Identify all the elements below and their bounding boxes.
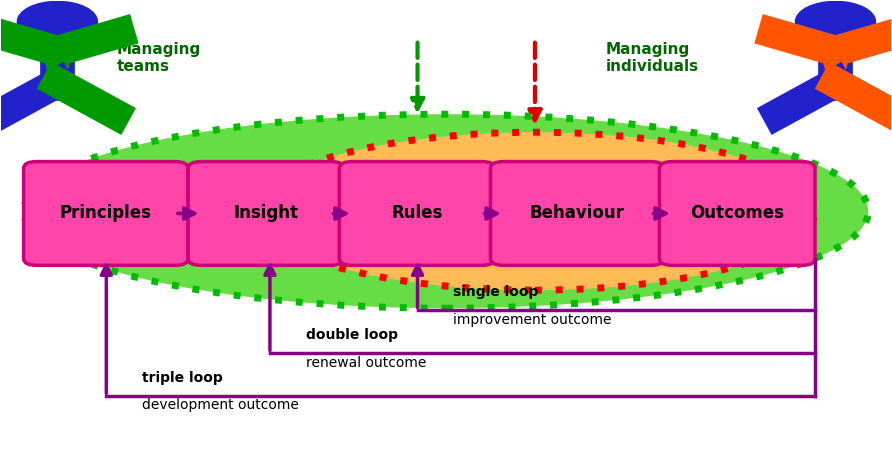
Text: Managing
teams: Managing teams xyxy=(117,42,202,74)
Text: Outcomes: Outcomes xyxy=(690,204,784,222)
Text: renewal outcome: renewal outcome xyxy=(305,355,425,370)
FancyBboxPatch shape xyxy=(491,162,664,265)
Text: single loop: single loop xyxy=(453,285,539,299)
Text: Principles: Principles xyxy=(60,204,152,222)
Ellipse shape xyxy=(255,132,815,290)
Text: Rules: Rules xyxy=(392,204,442,222)
FancyBboxPatch shape xyxy=(659,162,815,265)
FancyBboxPatch shape xyxy=(188,162,343,265)
FancyBboxPatch shape xyxy=(339,162,495,265)
Text: Managing
individuals: Managing individuals xyxy=(606,42,699,74)
Text: double loop: double loop xyxy=(305,328,398,342)
Circle shape xyxy=(18,1,97,42)
Text: Insight: Insight xyxy=(234,204,299,222)
Ellipse shape xyxy=(23,114,869,308)
Text: development outcome: development outcome xyxy=(142,399,299,413)
FancyBboxPatch shape xyxy=(23,162,188,265)
Text: improvement outcome: improvement outcome xyxy=(453,313,612,327)
Text: Behaviour: Behaviour xyxy=(530,204,624,222)
Text: triple loop: triple loop xyxy=(142,371,223,385)
Circle shape xyxy=(796,1,875,42)
